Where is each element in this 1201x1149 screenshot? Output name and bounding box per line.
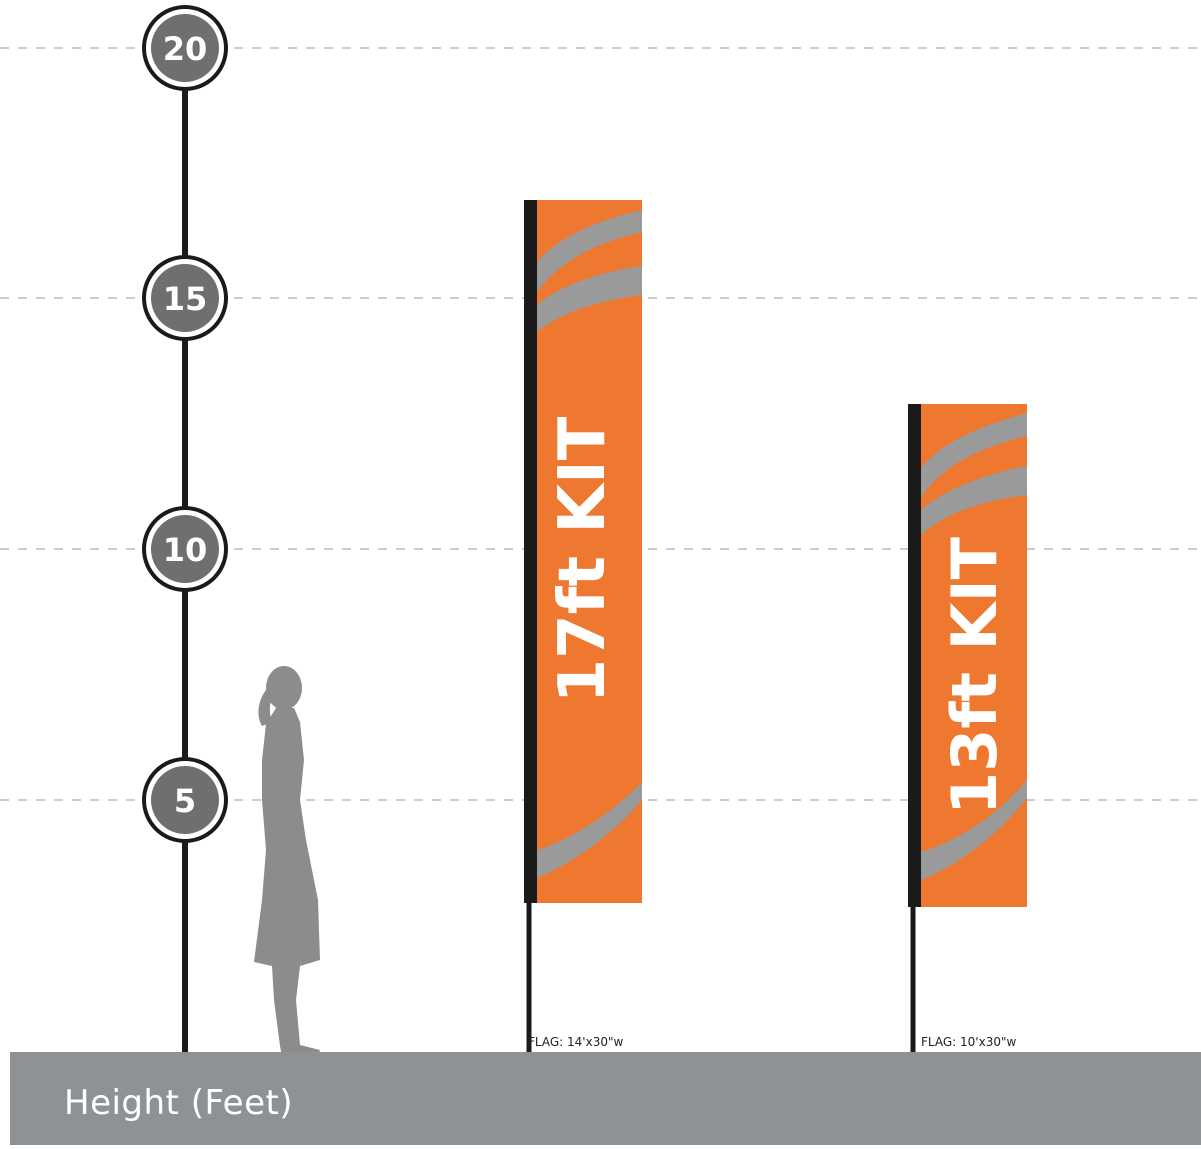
scale-marker-5: 5 xyxy=(142,757,228,843)
flag-13ft-label: 13ft KIT xyxy=(938,537,1011,815)
flag-13ft: 13ft KIT xyxy=(908,404,1027,1055)
axis-title: Height (Feet) xyxy=(64,1083,294,1123)
flag-17ft: 17ft KIT xyxy=(524,200,642,1055)
scale-marker-15: 15 xyxy=(142,255,228,341)
flag-17ft-swoosh xyxy=(537,266,642,332)
flag-13ft-swoosh xyxy=(921,466,1027,535)
scale-marker-20: 20 xyxy=(142,5,228,91)
flag-17ft-pole xyxy=(524,200,537,903)
marker-label: 15 xyxy=(163,280,208,318)
flag-13ft-pole xyxy=(908,404,921,907)
marker-label: 10 xyxy=(163,531,208,569)
flag-17ft-swoosh xyxy=(537,210,642,292)
flag-13ft-caption: FLAG: 10'x30"w xyxy=(921,1035,1017,1049)
scale-marker-10: 10 xyxy=(142,506,228,592)
person-silhouette-icon xyxy=(254,666,320,1056)
marker-label: 20 xyxy=(163,30,208,68)
flag-17ft-swoosh xyxy=(537,782,642,878)
flag-17ft-label: 17ft KIT xyxy=(546,416,620,703)
flag-17ft-caption: FLAG: 14'x30"w xyxy=(528,1035,624,1049)
marker-label: 5 xyxy=(174,782,196,820)
flag-13ft-swoosh xyxy=(921,780,1027,880)
ground-bar xyxy=(10,1052,1201,1145)
flag-13ft-swoosh xyxy=(921,413,1027,497)
